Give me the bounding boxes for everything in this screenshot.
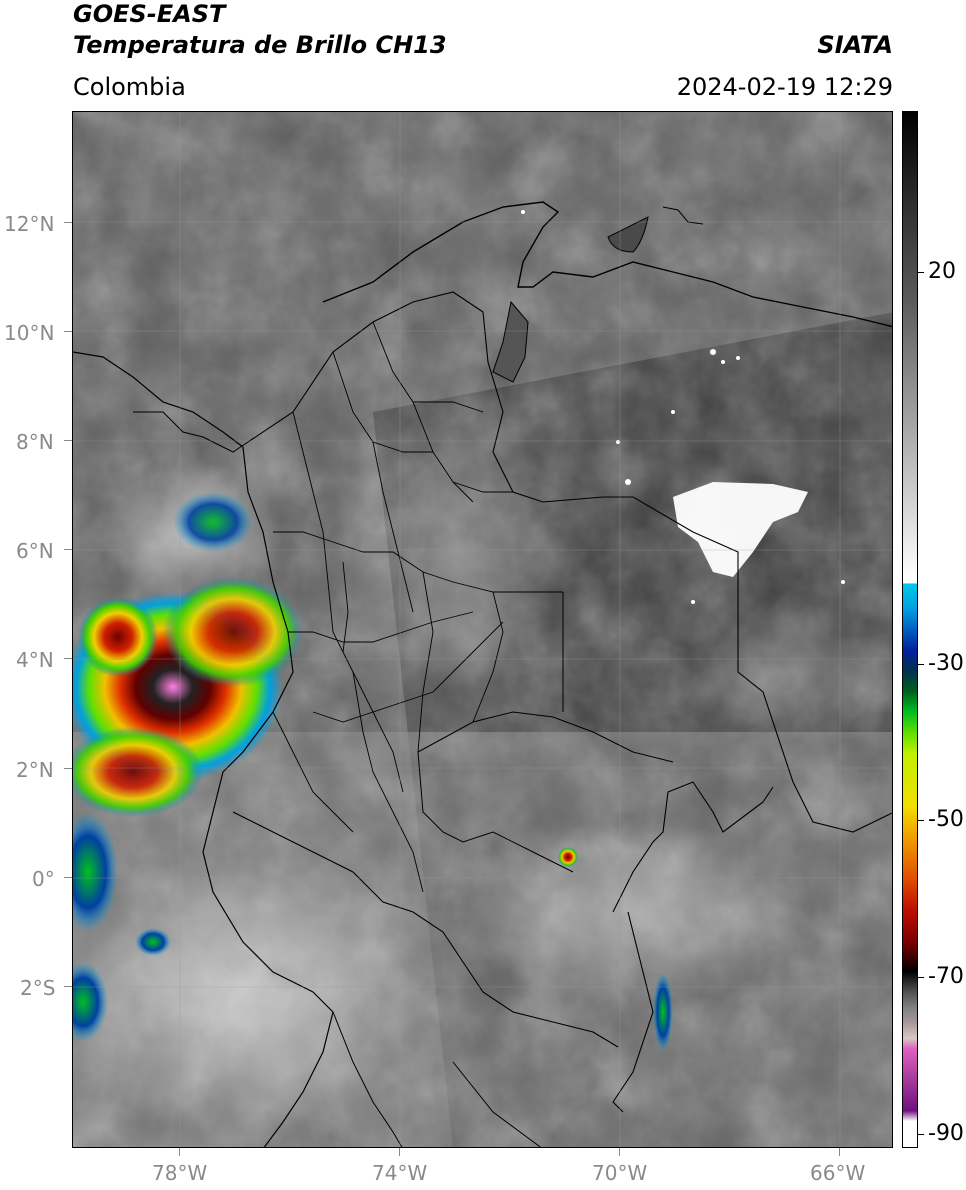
lat-tick (64, 877, 72, 878)
lat-tick (64, 331, 72, 332)
colorbar-tick (918, 1134, 924, 1135)
lon-tick (179, 1148, 180, 1156)
lon-label-66w: 66°W (810, 1161, 866, 1185)
colorbar-tick (918, 977, 924, 978)
lat-tick (64, 549, 72, 550)
lon-tick (619, 1148, 620, 1156)
colombia-venezuela-border (247, 291, 892, 833)
lon-label-78w: 78°W (152, 1161, 208, 1185)
colorbar-tick (918, 664, 924, 665)
colorbar-tick (918, 820, 924, 821)
lat-tick (64, 768, 72, 769)
colombia-ecuador-peru-border (232, 811, 619, 1048)
colorbar-label-minus50: -50 (928, 807, 964, 832)
lat-label-6n: 6°N (16, 539, 54, 563)
colorbar-label-minus90: -90 (928, 1121, 964, 1146)
lat-label-2n: 2°N (16, 758, 54, 782)
brazil-peru-border (612, 911, 654, 1113)
lon-label-74w: 74°W (372, 1161, 428, 1185)
panama-coast (73, 351, 244, 448)
datetime-label: 2024-02-19 12:29 (676, 73, 893, 101)
lat-tick (64, 440, 72, 441)
lat-label-0: 0° (32, 867, 55, 891)
lat-label-4n: 4°N (16, 648, 54, 672)
warm-patches (521, 210, 845, 604)
product-title: Temperatura de Brillo CH13 (73, 31, 447, 59)
institution-label: SIATA (817, 31, 893, 59)
map-svg (73, 112, 892, 1147)
lat-label-12n: 12°N (4, 212, 55, 236)
colorbar-label-20: 20 (928, 259, 956, 284)
lon-label-70w: 70°W (592, 1161, 648, 1185)
satellite-map[interactable] (72, 111, 893, 1148)
lat-tick (64, 658, 72, 659)
lat-label-2s: 2°S (20, 976, 56, 1000)
satellite-title: GOES-EAST (73, 0, 226, 28)
lake-maracaibo (492, 300, 529, 383)
lon-tick (839, 1148, 840, 1156)
lat-label-8n: 8°N (16, 430, 54, 454)
graticule (73, 112, 892, 1147)
department-borders (272, 321, 563, 893)
colorbar-label-minus70: -70 (928, 964, 964, 989)
caribbean-coastline (322, 201, 892, 328)
region-label: Colombia (73, 73, 186, 101)
colorbar-tick (918, 272, 924, 273)
colorbar-label-minus30: -30 (928, 651, 964, 676)
temperature-colorbar (902, 111, 918, 1148)
lat-tick (64, 222, 72, 223)
pacific-coastline (202, 446, 334, 1147)
lat-tick (64, 986, 72, 987)
lon-tick (399, 1148, 400, 1156)
colombia-brazil-border (612, 781, 774, 913)
lat-label-10n: 10°N (4, 321, 55, 345)
